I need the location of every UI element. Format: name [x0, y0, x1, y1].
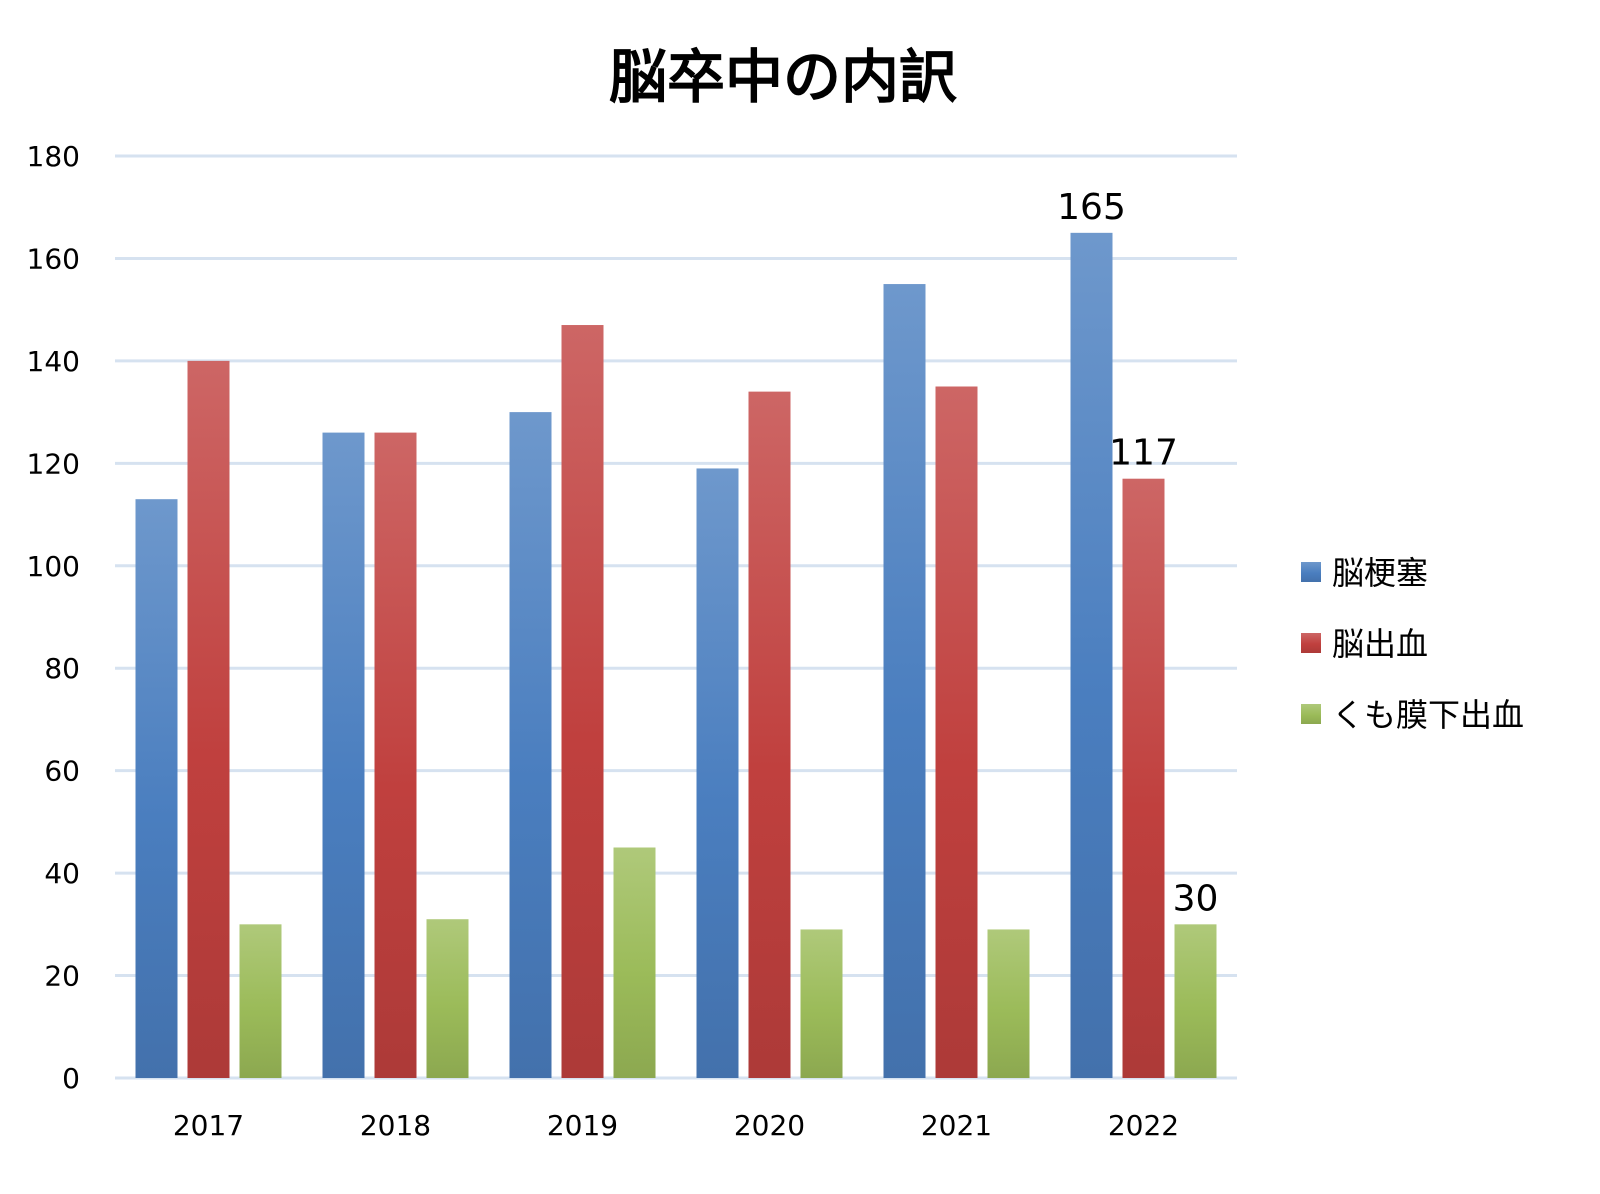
x-tick-label: 2018 [360, 1109, 431, 1142]
bar [696, 468, 739, 1078]
bar [509, 412, 552, 1079]
y-tick-label: 80 [44, 652, 80, 685]
bar [935, 386, 978, 1078]
bar [374, 432, 417, 1079]
bar [187, 360, 230, 1078]
bar [1070, 232, 1113, 1079]
bar [800, 929, 843, 1078]
legend-swatch [1301, 633, 1321, 653]
y-tick-label: 140 [27, 345, 80, 378]
x-tick-label: 2017 [173, 1109, 244, 1142]
data-label: 165 [1057, 187, 1126, 228]
bars [135, 232, 1217, 1079]
data-label: 117 [1109, 433, 1178, 474]
y-tick-label: 40 [44, 857, 80, 890]
y-tick-label: 60 [44, 755, 80, 788]
y-tick-label: 180 [27, 140, 80, 173]
legend-swatch [1301, 562, 1321, 582]
y-tick-label: 160 [27, 242, 80, 275]
chart-title: 脳卒中の内訳 [609, 43, 958, 111]
y-tick-label: 20 [44, 960, 80, 993]
legend-swatch [1301, 704, 1321, 724]
bar [135, 499, 178, 1078]
y-tick-label: 0 [62, 1062, 80, 1095]
legend-label: 脳出血 [1332, 625, 1428, 663]
y-axis: 0 20 40 60 80 100 120 140 160 180 [27, 140, 80, 1095]
bar [322, 432, 365, 1079]
bar [748, 391, 791, 1079]
bar [613, 847, 656, 1078]
bar [987, 929, 1030, 1078]
data-labels: 165 117 30 [1057, 187, 1219, 919]
x-axis: 2017 2018 2019 2020 2021 2022 [173, 1109, 1179, 1142]
gridlines [115, 154, 1237, 1080]
bar [561, 325, 604, 1078]
y-tick-label: 120 [27, 447, 80, 480]
bar [1122, 478, 1165, 1078]
x-tick-label: 2021 [921, 1109, 992, 1142]
x-tick-label: 2019 [547, 1109, 618, 1142]
data-label: 30 [1173, 878, 1219, 919]
x-tick-label: 2022 [1108, 1109, 1179, 1142]
x-tick-label: 2020 [734, 1109, 805, 1142]
legend-label: くも膜下出血 [1332, 696, 1524, 734]
bar [883, 284, 926, 1078]
legend-label: 脳梗塞 [1332, 554, 1428, 592]
bar [1174, 924, 1217, 1078]
y-tick-label: 100 [27, 550, 80, 583]
bar [426, 919, 469, 1078]
bar [239, 924, 282, 1078]
